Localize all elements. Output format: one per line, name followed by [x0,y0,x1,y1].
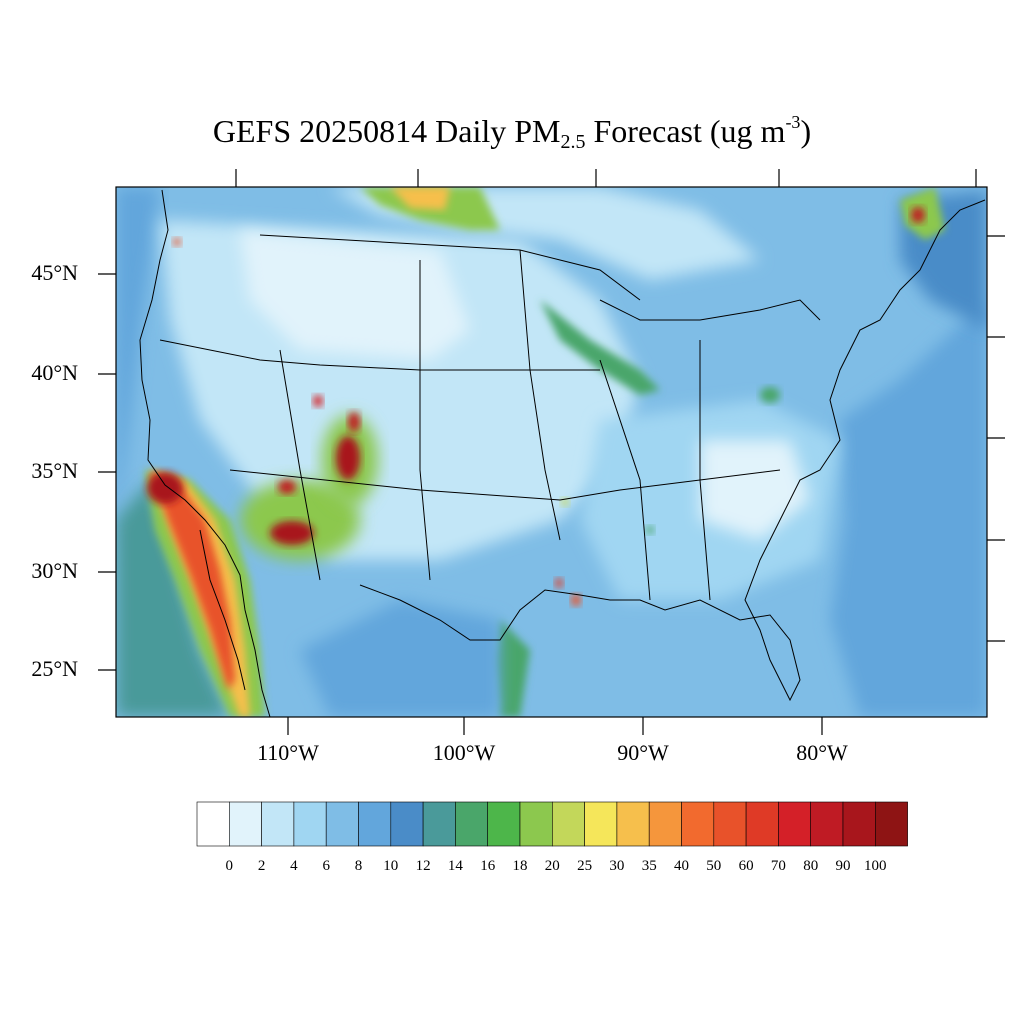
concentration-field [116,187,987,717]
colorbar-tick-label: 40 [674,858,689,874]
colorbar-swatch [325,801,359,847]
colorbar-tick-label: 18 [512,858,528,874]
colorbar-tick-label: 35 [641,858,657,874]
colorbar-tick-label: 50 [706,858,722,874]
colorbar-swatch [228,801,262,847]
lat-label-45: 45°N [31,260,78,285]
colorbar-swatch [293,801,327,847]
colorbar-tick-label: 90 [835,858,851,874]
colorbar-swatch [358,801,392,847]
colorbar-tick-label: 25 [577,858,593,874]
colorbar-tick-label: 2 [257,858,266,874]
colorbar-swatch [422,801,456,847]
colorbar-tick-label: 4 [290,858,298,874]
colorbar-swatch [551,801,585,847]
colorbar-tick-label: 12 [415,858,431,874]
lon-label-110w: 110°W [257,740,319,765]
colorbar-swatch [778,801,812,847]
colorbar-swatch [648,801,682,847]
colorbar-swatch [842,801,876,847]
colorbar-tick-label: 8 [354,858,363,874]
colorbar-tick-label: 10 [383,858,399,874]
colorbar-tick-label: 0 [225,858,234,874]
colorbar-swatch [455,801,488,847]
lat-label-30: 30°N [31,558,78,583]
map-frame [115,186,988,718]
lon-label-90w: 90°W [617,740,669,765]
colorbar-swatch [745,801,779,847]
colorbar-swatch [810,801,844,847]
colorbar-tick-label: 60 [738,858,754,874]
colorbar-tick-label: 100 [864,858,887,874]
map-ticks [98,169,1005,735]
colorbar-swatch [681,801,715,847]
lat-label-35: 35°N [31,458,78,483]
lat-label-25: 25°N [31,656,78,681]
colorbar-tick-label: 16 [480,858,496,874]
colorbar-tick-label: 70 [770,858,786,874]
colorbar-swatch [713,801,747,847]
colorbar-tick-label: 6 [322,858,330,874]
colorbar-swatch [874,801,908,847]
colorbar-swatch [616,801,650,847]
colorbar-swatch [584,801,618,847]
lon-label-100w: 100°W [432,740,496,765]
map-boundaries [139,189,986,717]
colorbar-swatch [390,801,424,847]
colorbar-swatch [196,801,230,847]
colorbar-tick-label: 30 [609,858,625,874]
lon-label-80w: 80°W [796,740,848,765]
map-title: GEFS 20250814 Daily PM2.5 Forecast (ug m… [212,112,812,153]
colorbar-swatch [487,801,521,847]
lat-label-40: 40°N [31,360,78,385]
colorbar-tick-label: 80 [803,858,819,874]
colorbar [196,801,908,847]
colorbar-swatch [261,801,295,847]
colorbar-tick-label: 14 [447,858,463,874]
colorbar-swatch [519,801,553,847]
colorbar-tick-label: 20 [544,858,560,874]
